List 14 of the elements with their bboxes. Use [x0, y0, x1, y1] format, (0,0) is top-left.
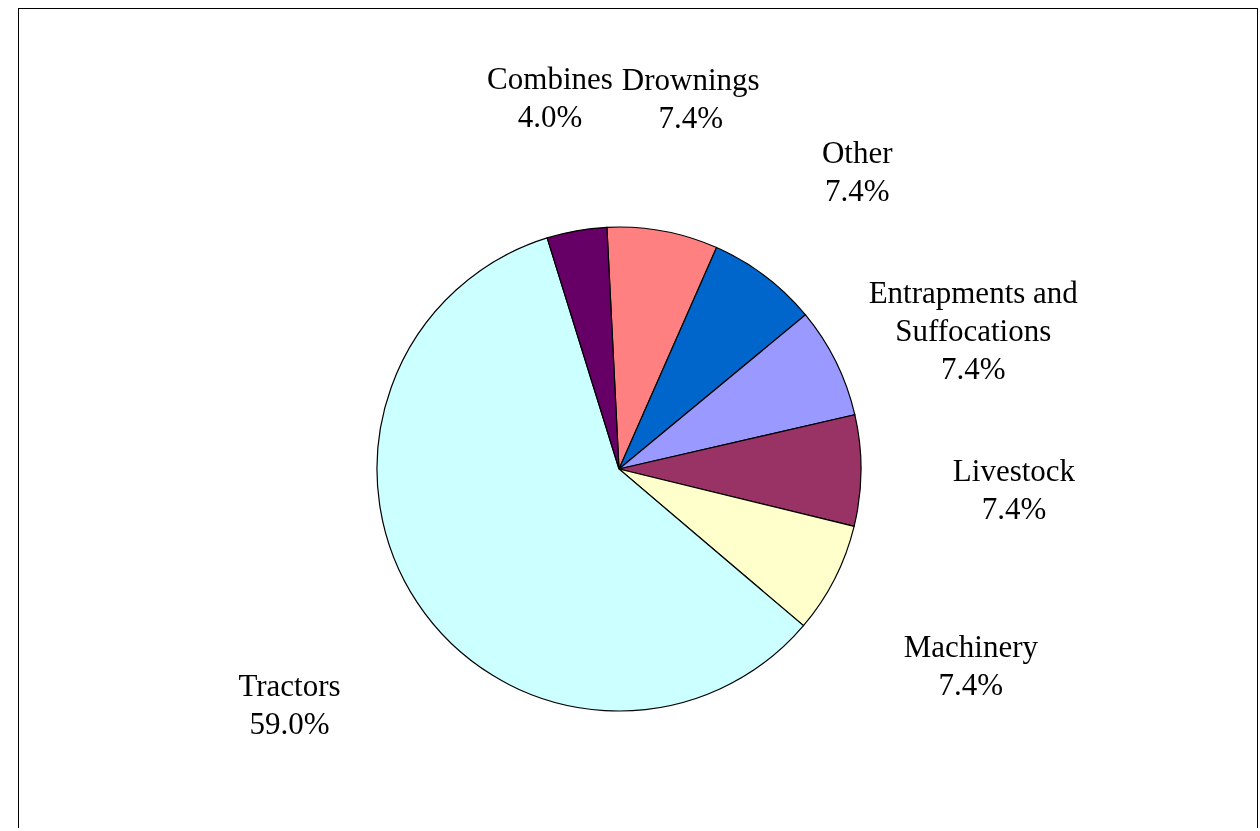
slice-label: Entrapments and Suffocations — [868, 275, 1079, 349]
slice-label: Other — [821, 134, 894, 170]
data-label: 4.0% — [517, 99, 583, 135]
slice-label: Machinery — [903, 629, 1039, 665]
slice-label: Combines — [487, 61, 613, 97]
slice-label: Drownings — [621, 61, 760, 97]
slice-label: Tractors — [238, 667, 341, 703]
data-label: 7.4% — [658, 99, 723, 135]
data-label: 59.0% — [249, 705, 330, 741]
data-label: 7.4% — [981, 490, 1047, 526]
data-label: 7.4% — [824, 172, 890, 208]
slice-label: Livestock — [952, 452, 1076, 488]
data-label: 7.4% — [938, 667, 1004, 703]
data-label: 7.4% — [940, 351, 1006, 387]
